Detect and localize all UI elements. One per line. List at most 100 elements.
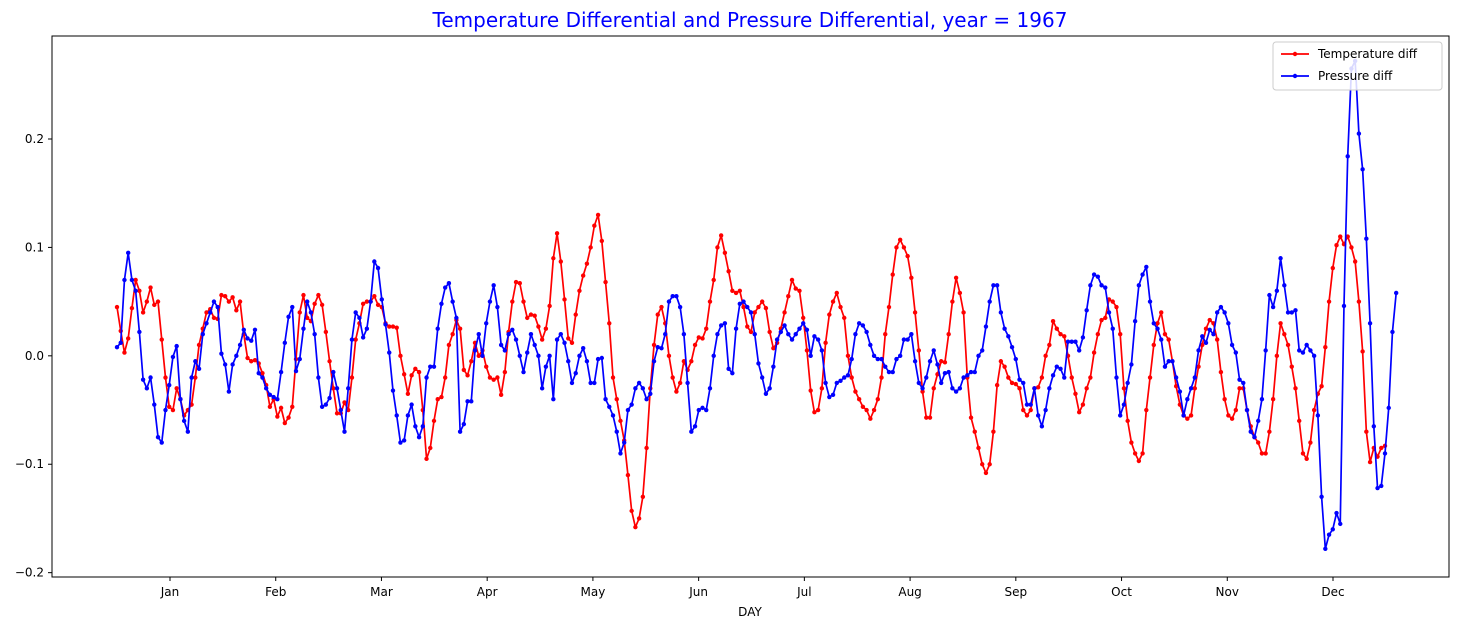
data-point xyxy=(375,302,381,308)
data-point xyxy=(465,373,470,378)
data-point xyxy=(312,331,317,337)
data-point xyxy=(599,238,605,244)
data-point xyxy=(685,380,690,386)
data-point xyxy=(1222,310,1227,315)
data-point xyxy=(566,336,571,341)
data-point xyxy=(939,359,944,364)
data-point xyxy=(457,429,463,434)
data-point xyxy=(812,334,817,339)
data-point xyxy=(707,299,713,304)
data-point xyxy=(763,391,769,396)
data-point xyxy=(883,331,888,337)
data-point xyxy=(521,369,526,375)
data-point xyxy=(875,356,880,362)
y-axis: −0.2 −0.1 0.0 0.1 0.2 xyxy=(15,132,52,580)
data-point xyxy=(442,375,448,380)
data-point xyxy=(573,370,578,376)
data-point xyxy=(942,360,948,365)
data-point xyxy=(1080,402,1086,407)
data-point xyxy=(1099,317,1104,323)
data-point xyxy=(644,397,649,402)
data-point xyxy=(1386,405,1391,411)
data-point xyxy=(323,329,329,335)
data-point xyxy=(405,391,411,396)
data-point xyxy=(375,265,381,271)
data-point xyxy=(812,410,817,415)
data-point xyxy=(536,353,541,359)
data-point xyxy=(804,327,810,333)
data-point xyxy=(1162,331,1168,337)
data-point xyxy=(293,368,299,374)
data-point xyxy=(327,359,332,364)
x-tick-label: Oct xyxy=(1111,585,1132,599)
data-point xyxy=(521,299,526,304)
data-point xyxy=(927,415,933,420)
data-point xyxy=(1017,377,1022,382)
data-point xyxy=(692,424,698,429)
x-tick-label: Aug xyxy=(898,585,921,599)
data-point xyxy=(905,253,910,259)
data-point xyxy=(1259,397,1265,402)
data-point xyxy=(905,337,910,342)
data-point xyxy=(696,335,701,340)
data-point xyxy=(607,321,612,326)
data-point xyxy=(506,331,511,337)
data-point xyxy=(715,245,720,250)
data-point xyxy=(517,280,522,286)
data-point xyxy=(748,329,754,335)
data-point xyxy=(663,331,668,337)
data-point xyxy=(491,377,496,382)
data-point xyxy=(1002,326,1007,331)
data-point xyxy=(618,451,623,456)
data-point xyxy=(1379,483,1384,489)
data-point xyxy=(845,353,851,359)
data-point xyxy=(237,342,243,348)
data-point xyxy=(513,279,519,285)
data-point xyxy=(573,312,578,317)
data-point xyxy=(528,331,534,337)
legend: Temperature diff Pressure diff xyxy=(1272,41,1443,91)
data-point xyxy=(510,327,515,333)
data-point xyxy=(450,299,455,304)
data-point xyxy=(539,386,545,391)
data-point xyxy=(1047,342,1052,348)
data-point xyxy=(931,348,936,353)
data-point xyxy=(1319,494,1324,499)
data-point xyxy=(379,297,384,302)
data-point xyxy=(1125,418,1130,424)
data-point xyxy=(510,299,515,304)
data-point xyxy=(252,357,258,363)
data-point xyxy=(1028,407,1033,413)
data-point xyxy=(651,359,657,364)
data-point xyxy=(1244,407,1250,413)
data-point xyxy=(390,324,396,329)
data-point xyxy=(502,348,508,353)
data-point xyxy=(469,399,474,404)
data-point xyxy=(890,272,895,277)
data-point xyxy=(897,353,903,359)
data-point xyxy=(722,321,728,326)
data-point xyxy=(360,335,366,340)
data-point xyxy=(1364,429,1369,434)
data-point xyxy=(1185,416,1190,421)
data-point xyxy=(1390,329,1395,335)
data-point xyxy=(614,397,619,402)
data-point xyxy=(827,394,832,400)
series-line xyxy=(116,60,1398,550)
data-point xyxy=(159,337,164,342)
data-point xyxy=(249,338,254,343)
data-point xyxy=(152,402,157,407)
data-point xyxy=(1263,451,1268,456)
data-point xyxy=(610,375,616,380)
data-point xyxy=(890,369,895,375)
data-point xyxy=(584,359,590,364)
data-point xyxy=(1285,310,1291,315)
data-point xyxy=(327,395,332,401)
data-point xyxy=(196,342,202,348)
data-point xyxy=(495,375,500,380)
data-point xyxy=(1334,243,1339,248)
data-point xyxy=(319,302,325,308)
data-point xyxy=(868,342,873,348)
data-point xyxy=(1293,386,1298,391)
data-point xyxy=(390,388,396,393)
